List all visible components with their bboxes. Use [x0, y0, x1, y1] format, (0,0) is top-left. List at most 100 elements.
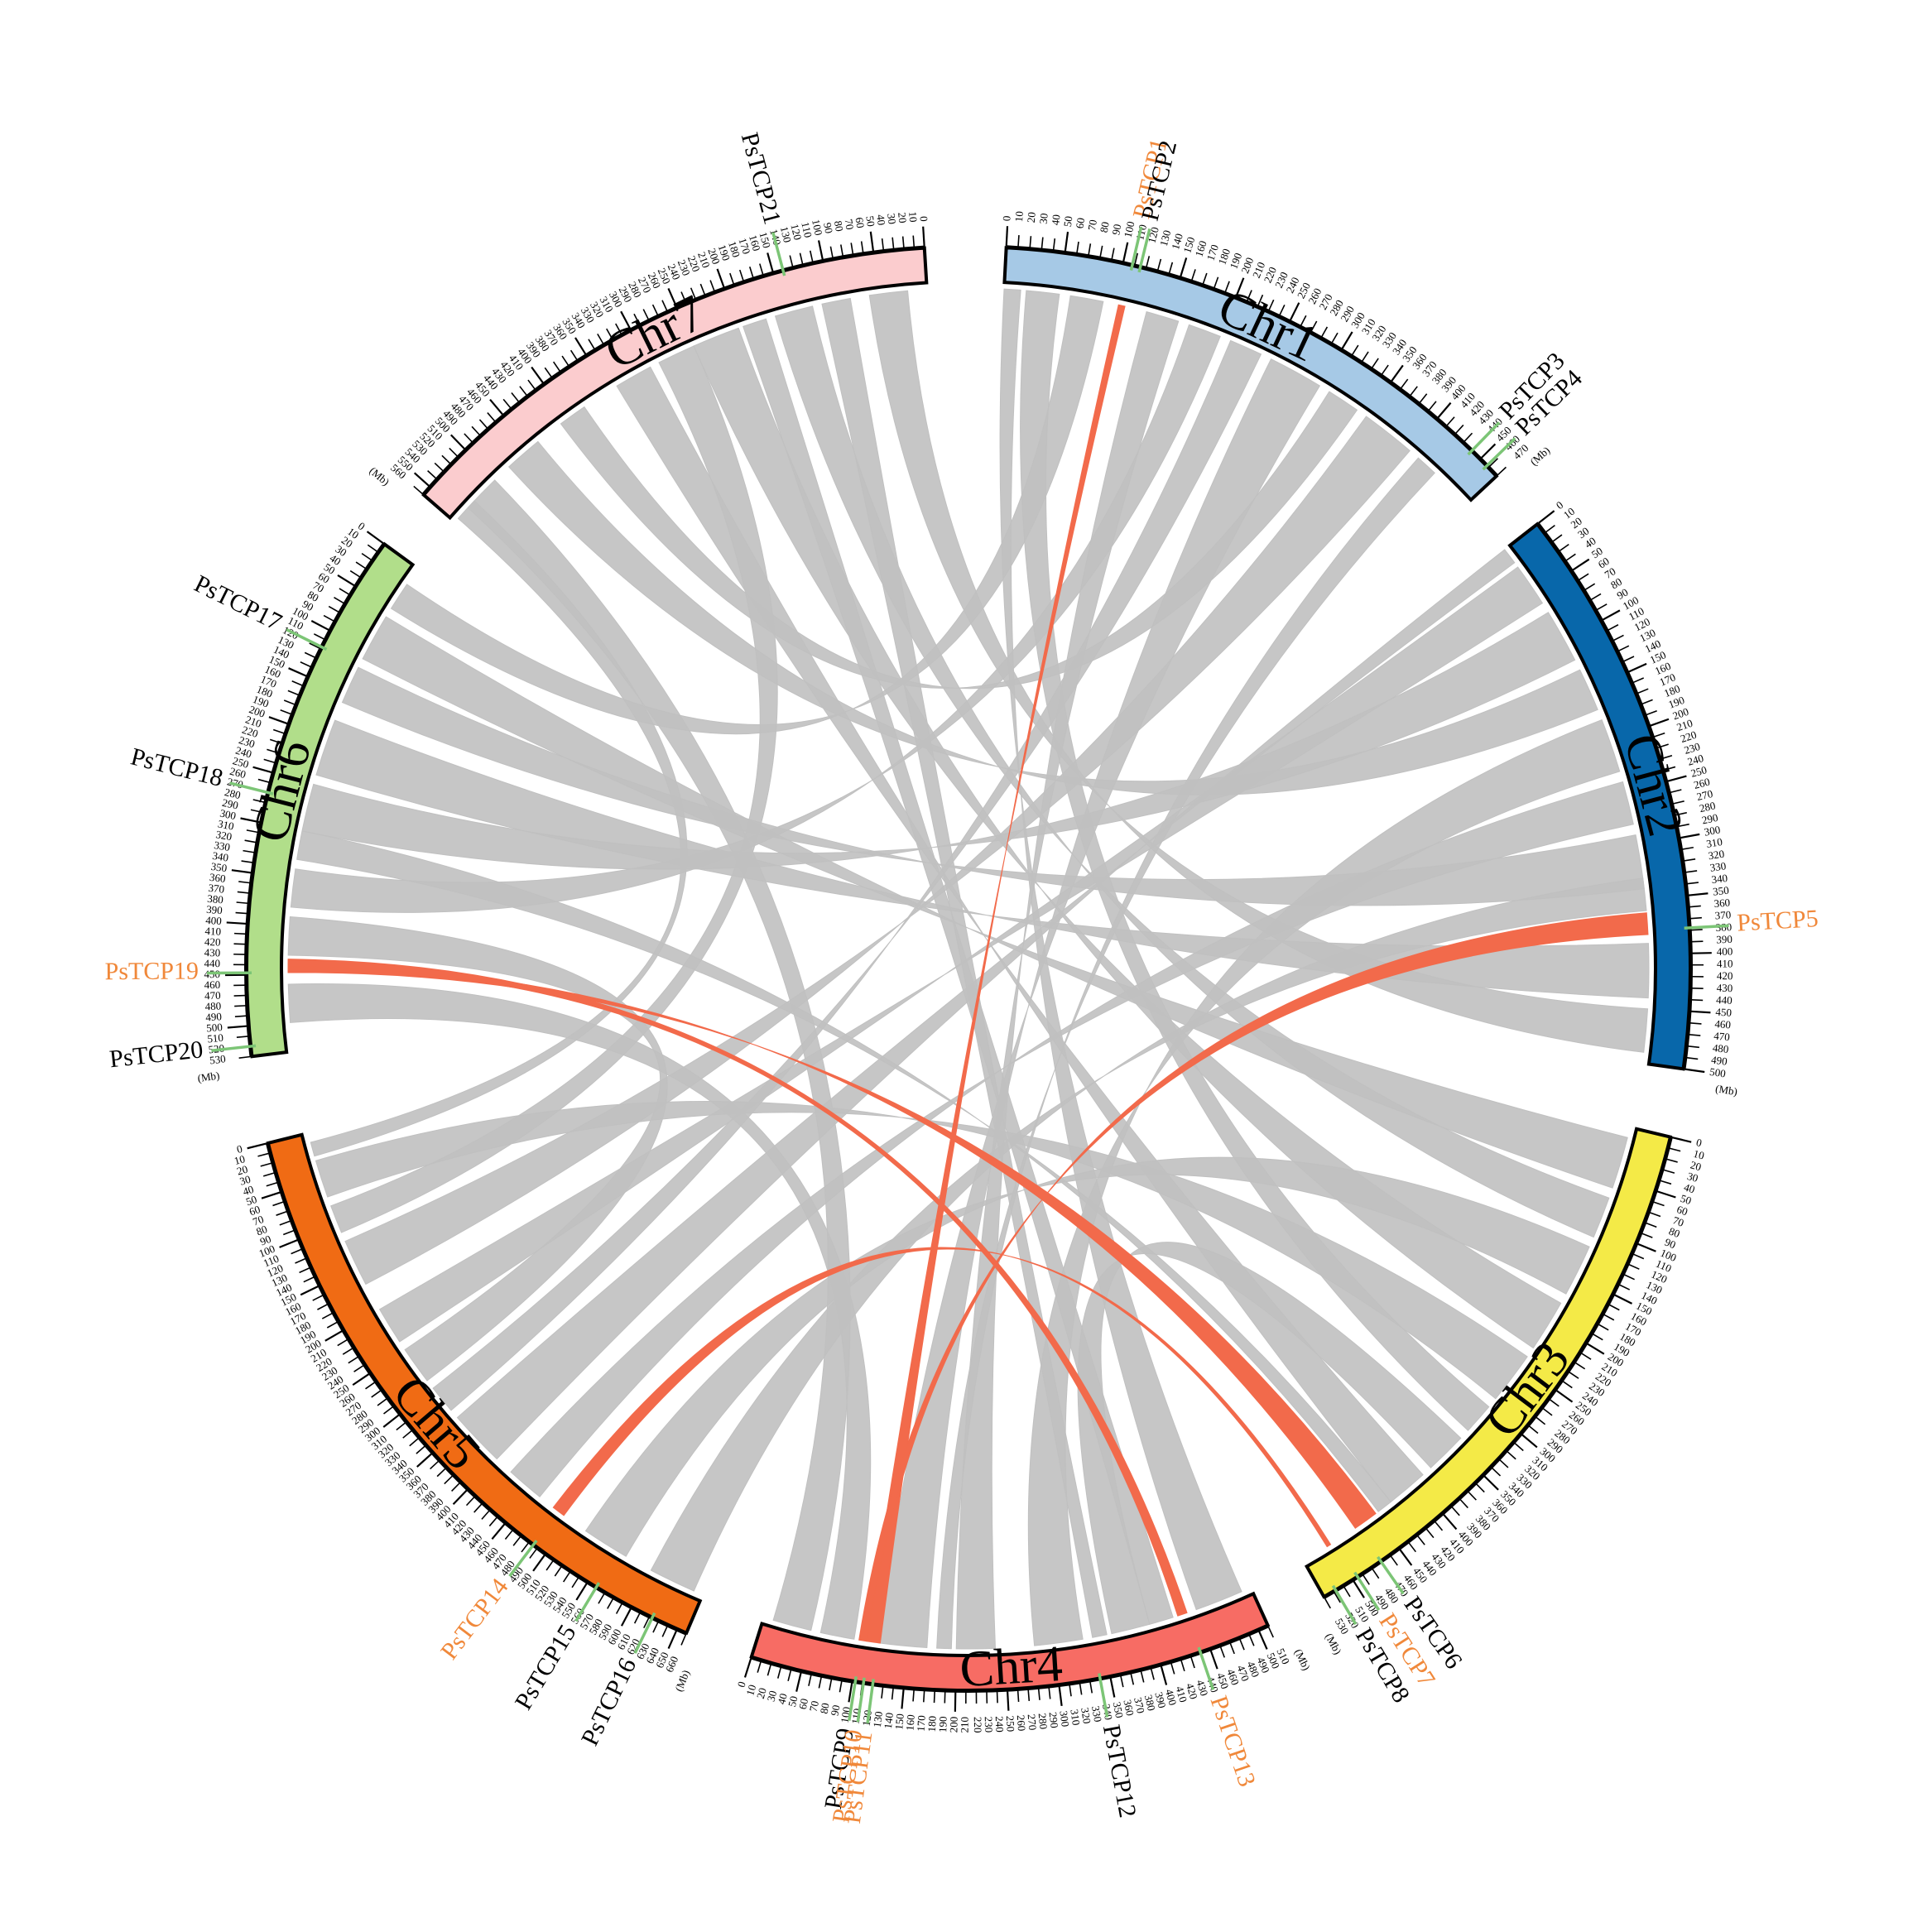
tick-label: 430 — [1194, 1678, 1210, 1697]
chromosome-band — [245, 541, 416, 1059]
tick-mark — [912, 235, 916, 248]
gene-marker — [286, 627, 328, 651]
tick-mark — [304, 651, 316, 659]
gene-label: PsTCP20 — [108, 1036, 204, 1073]
gene-label: PsTCP18 — [128, 743, 226, 792]
gene-marker — [633, 1612, 656, 1654]
tick-mark — [839, 1680, 843, 1693]
tick-mark — [1574, 1362, 1586, 1370]
gene-marker — [1137, 228, 1151, 273]
tick-label: 110 — [799, 221, 815, 239]
unit-label: (Mb) — [197, 1069, 221, 1084]
tick-label: 240 — [666, 262, 683, 281]
tick-mark — [598, 1593, 605, 1604]
tick-mark — [1612, 634, 1624, 642]
tick-mark — [1528, 1425, 1539, 1435]
tick-label: 170 — [1204, 243, 1222, 262]
gene-marker — [229, 781, 274, 795]
tick-label: 350 — [1111, 1701, 1127, 1719]
tick-mark — [488, 1516, 498, 1527]
tick-mark — [295, 1257, 306, 1264]
tick-label: 30 — [238, 1173, 252, 1188]
tick-mark — [1027, 1689, 1031, 1702]
tick-mark — [321, 1312, 333, 1319]
tick-mark — [1598, 1324, 1609, 1331]
tick-mark — [1649, 718, 1670, 727]
tick-label: 210 — [695, 250, 713, 270]
tick-label: 440 — [1716, 993, 1733, 1007]
tick-mark — [1636, 688, 1649, 694]
tick-label: 290 — [221, 796, 239, 812]
tick-mark — [1156, 258, 1162, 271]
gene-marker — [211, 1044, 257, 1052]
tick-label: 130 — [1157, 228, 1174, 248]
tick-mark — [312, 1295, 324, 1301]
tick-label: 280 — [223, 786, 242, 801]
synteny-link — [774, 305, 1610, 1238]
tick-label: 230 — [675, 257, 693, 277]
tick-mark — [1331, 332, 1338, 344]
tick-mark — [416, 1453, 433, 1468]
tick-mark — [1686, 1056, 1699, 1060]
tick-mark — [1580, 1353, 1592, 1360]
tick-label: 510 — [207, 1031, 224, 1045]
tick-label: 210 — [1675, 717, 1694, 733]
tick-mark — [1603, 1314, 1615, 1321]
tick-mark — [1111, 248, 1115, 260]
tcp-duplication-link — [287, 959, 1188, 1617]
tick-mark — [1627, 662, 1647, 673]
tick-mark — [1622, 656, 1635, 662]
tick-mark — [1341, 331, 1353, 350]
tick-mark — [860, 241, 864, 253]
tick-mark — [1617, 645, 1630, 652]
tick-mark — [371, 1390, 382, 1398]
tick-label: 290 — [1701, 811, 1719, 827]
tick-mark — [413, 485, 423, 495]
tick-mark — [361, 552, 372, 561]
tick-label: 130 — [871, 1711, 885, 1728]
tick-mark — [1229, 1642, 1235, 1655]
tick-label: 70 — [807, 1699, 821, 1713]
tick-label: 40 — [241, 1183, 255, 1198]
tick-label: 70 — [1671, 1214, 1685, 1229]
tick-label: 500 — [1709, 1065, 1726, 1080]
unit-label: (Mb) — [672, 1668, 692, 1693]
tick-label: 130 — [778, 225, 794, 244]
tick-mark — [1079, 1683, 1083, 1695]
tick-label: 380 — [1142, 1694, 1158, 1713]
tick-mark — [504, 1530, 513, 1540]
tick-mark — [1653, 732, 1665, 738]
tick-mark — [451, 1482, 460, 1492]
tick-baseline — [1006, 245, 1498, 476]
tick-label: 410 — [1717, 957, 1733, 969]
tick-mark — [529, 1548, 537, 1559]
tick-mark — [236, 901, 248, 905]
tick-mark — [574, 337, 587, 355]
tick-mark — [1362, 1574, 1370, 1585]
tick-mark — [1565, 553, 1576, 561]
tick-mark — [606, 328, 613, 339]
tick-label: 400 — [1163, 1688, 1180, 1707]
tick-mark — [818, 1676, 823, 1689]
tick-label: 30 — [885, 213, 898, 224]
tick-label: 50 — [1679, 1192, 1693, 1207]
tick-mark — [1180, 1660, 1185, 1672]
tick-mark — [1559, 543, 1569, 552]
tick-label: 410 — [1173, 1684, 1189, 1704]
tick-mark — [473, 1503, 483, 1513]
tick-mark — [444, 1475, 454, 1485]
chromosome-chr2: 0102030405060708090100110120130140150160… — [1507, 498, 1738, 1098]
tick-mark — [633, 313, 641, 325]
tick-label: 470 — [1713, 1030, 1731, 1044]
tick-label: 20 — [235, 1163, 249, 1178]
tick-label: 490 — [1710, 1053, 1728, 1067]
tick-label: 100 — [257, 1242, 277, 1260]
gene-marker — [1098, 1673, 1109, 1718]
tick-mark — [1239, 1638, 1245, 1651]
tick-mark — [234, 1005, 247, 1007]
tick-label: 80 — [818, 1702, 832, 1715]
tick-mark — [1191, 269, 1196, 281]
tick-mark — [1279, 304, 1286, 316]
tick-mark — [620, 310, 632, 329]
